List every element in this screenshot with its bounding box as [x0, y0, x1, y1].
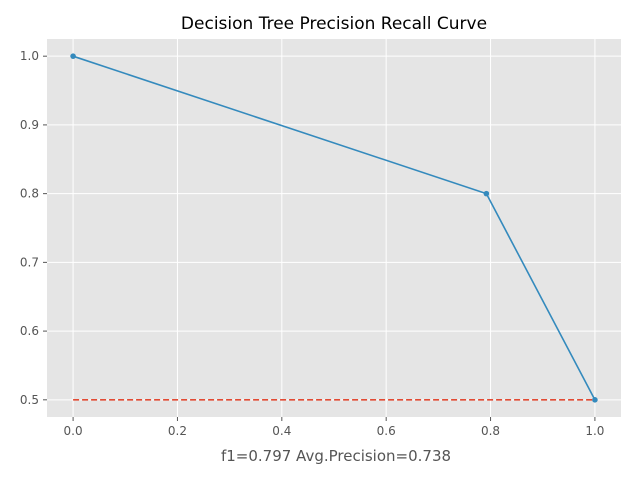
x-tick-label: 1.0	[585, 424, 604, 438]
y-tick-label: 0.9	[20, 118, 39, 132]
series-layer	[70, 53, 598, 403]
pr-curve-point	[483, 190, 490, 197]
x-tick-label: 0.2	[168, 424, 187, 438]
x-axis-label: f1=0.797 Avg.Precision=0.738	[221, 447, 451, 465]
y-tick-label: 0.5	[20, 393, 39, 407]
y-tick-label: 0.7	[20, 255, 39, 269]
y-tick-label: 0.6	[20, 324, 39, 338]
chart-title: Decision Tree Precision Recall Curve	[181, 14, 487, 34]
grid-lines	[47, 39, 621, 417]
x-tick-label: 0.8	[481, 424, 500, 438]
x-tick-label: 0.0	[64, 424, 83, 438]
axis-ticks: 0.0 0.2 0.4 0.6 0.8 1.0 0.5 0.6 0.7 0.8 0.9 1.0	[20, 49, 605, 438]
x-tick-label: 0.6	[377, 424, 396, 438]
y-tick-label: 1.0	[20, 49, 39, 63]
y-tick-label: 0.8	[20, 187, 39, 201]
plot-area	[47, 39, 621, 417]
pr-curve-point	[592, 397, 598, 403]
pr-curve-point	[70, 53, 76, 59]
x-tick-label: 0.4	[272, 424, 291, 438]
